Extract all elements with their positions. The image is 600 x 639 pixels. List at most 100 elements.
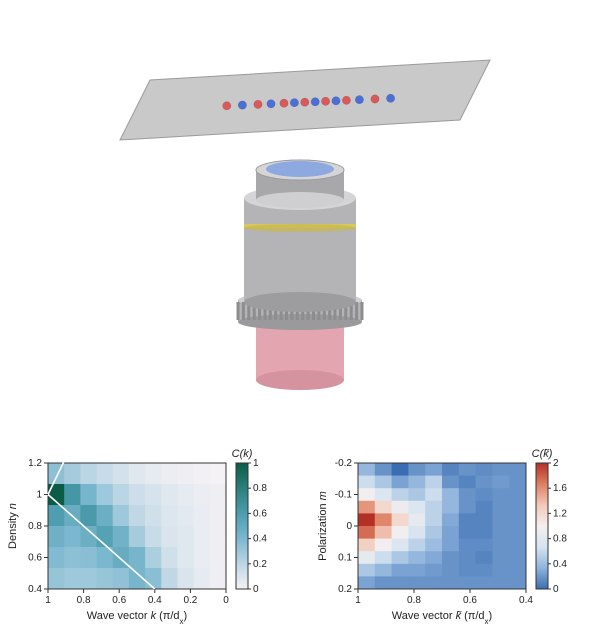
heatmap-cell <box>476 526 493 539</box>
atom <box>290 99 298 107</box>
heatmap-cell <box>442 463 459 476</box>
atom <box>267 100 275 108</box>
heatmap-cell <box>358 576 375 589</box>
heatmap-cell <box>113 463 130 485</box>
heatmap-cell <box>161 463 178 485</box>
heatmap-cell <box>476 551 493 564</box>
x-tick: 0.4 <box>519 595 533 606</box>
colorbar-title: C(k) <box>232 448 253 460</box>
y-tick: 0.4 <box>28 584 42 595</box>
heatmap-cell <box>210 526 227 548</box>
heatmap-cell <box>476 463 493 476</box>
heatmap-cell <box>375 488 392 501</box>
atom <box>223 102 231 110</box>
y-tick: 0.1 <box>338 553 352 564</box>
heatmap-cell <box>129 547 146 569</box>
heatmap-cell <box>392 513 409 526</box>
heatmap-cell <box>358 513 375 526</box>
heatmap-cell <box>459 476 476 489</box>
atom <box>280 99 288 107</box>
heatmap-cell <box>97 484 114 506</box>
atom <box>301 98 309 106</box>
heatmap-cell <box>392 501 409 514</box>
atom <box>386 94 394 102</box>
y-tick: 1.2 <box>28 458 42 469</box>
heatmap-cell <box>375 501 392 514</box>
heatmap-cell <box>408 476 425 489</box>
heatmap-cell <box>194 463 211 485</box>
x-axis-label: Wave vector k (π/dx) <box>87 610 187 625</box>
heatmap-cell <box>80 484 97 506</box>
heatmap-cell <box>392 488 409 501</box>
heatmap-cell <box>459 576 476 589</box>
heatmap-cell <box>113 505 130 527</box>
heatmap-cell <box>459 564 476 577</box>
heatmap-cell <box>161 568 178 590</box>
heatmap-cell <box>194 484 211 506</box>
heatmap-cell <box>459 539 476 552</box>
heatmap-cell <box>358 488 375 501</box>
heatmap-cell <box>145 526 162 548</box>
atom <box>238 101 246 109</box>
heatmap-cell <box>48 526 65 548</box>
heatmap-cell <box>425 526 442 539</box>
atom <box>311 98 319 106</box>
heatmap-cell <box>442 564 459 577</box>
heatmap-cell <box>129 484 146 506</box>
heatmap-cell <box>509 576 526 589</box>
cbar-tick: 0.8 <box>253 483 267 494</box>
heatmap-cell <box>408 539 425 552</box>
cbar-tick: 0.4 <box>253 534 267 545</box>
heatmap-cell <box>459 488 476 501</box>
heatmap-cell <box>64 484 81 506</box>
heatmap-cell <box>177 568 194 590</box>
heatmap-cell <box>492 564 509 577</box>
heatmap-cell <box>509 564 526 577</box>
cbar-tick: 0.8 <box>553 534 567 545</box>
heatmap-cell <box>442 576 459 589</box>
x-tick: 0.4 <box>148 595 162 606</box>
heatmap-cell <box>442 526 459 539</box>
x-tick: 1 <box>45 595 51 606</box>
heatmap-cell <box>425 476 442 489</box>
heatmap-cell <box>492 501 509 514</box>
objective-lens <box>237 160 364 390</box>
heatmap-cell <box>476 488 493 501</box>
heatmap-cell <box>408 551 425 564</box>
heatmap-cell <box>459 463 476 476</box>
heatmap-cell <box>425 551 442 564</box>
cbar-tick: 1 <box>253 458 259 469</box>
heatmap-cell <box>358 463 375 476</box>
heatmap-cell <box>492 551 509 564</box>
heatmap-cell <box>492 526 509 539</box>
x-axis-label: Wave vector k̃ (π/dx) <box>392 610 492 625</box>
atom <box>254 100 262 108</box>
heatmap-cell <box>476 501 493 514</box>
heatmap-cell <box>425 564 442 577</box>
x-tick: 0.8 <box>407 595 421 606</box>
cbar-tick: 1.6 <box>553 483 567 494</box>
heatmap-cell <box>509 539 526 552</box>
cbar-tick: 0.6 <box>253 508 267 519</box>
heatmap-cell <box>442 488 459 501</box>
heatmap-cell <box>408 513 425 526</box>
heatmap-cell <box>425 576 442 589</box>
heatmap-cell <box>210 484 227 506</box>
heatmap-cell <box>80 505 97 527</box>
heatmap-cell <box>145 547 162 569</box>
heatmap-cell <box>80 568 97 590</box>
heatmap-cell <box>375 463 392 476</box>
atom <box>342 96 350 104</box>
heatmap-cell <box>509 501 526 514</box>
heatmap-density: 10.80.60.40.201.210.80.60.4Wave vector k… <box>0 445 290 635</box>
heatmap-cell <box>375 476 392 489</box>
heatmap-cell <box>492 576 509 589</box>
heatmap-cell <box>161 547 178 569</box>
heatmap-cell <box>408 463 425 476</box>
y-tick: 0.2 <box>338 584 352 595</box>
heatmap-cell <box>358 476 375 489</box>
heatmap-cell <box>358 501 375 514</box>
heatmap-cell <box>476 513 493 526</box>
heatmap-cell <box>48 547 65 569</box>
y-axis-label: Density n <box>7 503 19 549</box>
